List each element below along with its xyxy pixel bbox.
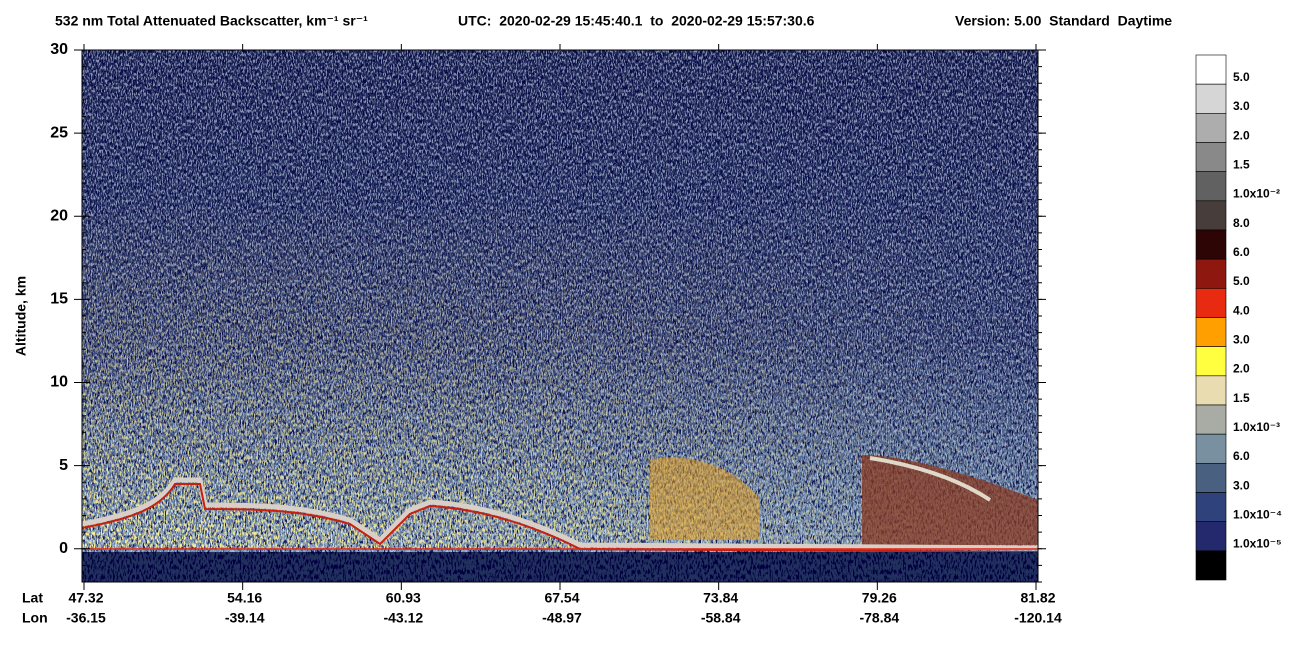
lon-tick-label: -36.15 [66,610,106,626]
colorbar-swatch [1195,375,1227,406]
colorbar-label: 5.0 [1233,70,1250,84]
colorbar-swatch [1195,54,1227,85]
lat-tick-label: 60.93 [386,590,421,606]
lat-label: Lat [22,590,43,606]
colorbar-label: 5.0 [1233,274,1250,288]
version: Version: 5.00 Standard Daytime [955,13,1172,29]
colorbar-label: 3.0 [1233,332,1250,346]
lon-label: Lon [22,610,48,626]
cloud-patch [862,455,1038,545]
colorbar-swatch [1195,83,1227,114]
lat-tick-label: 54.16 [227,590,262,606]
colorbar-swatch [1195,433,1227,464]
colorbar-swatch [1195,521,1227,552]
lat-tick-label: 47.32 [68,590,103,606]
colorbar-label: 1.0x10⁻² [1233,187,1280,201]
chart-title: 532 nm Total Attenuated Backscatter, km⁻… [55,13,368,29]
colorbar-label: 6.0 [1233,245,1250,259]
lat-tick-label: 67.54 [544,590,579,606]
colorbar-label: 1.5 [1233,157,1250,171]
cloud-top [869,456,992,502]
aerosol-layer [81,477,1039,551]
colorbar-swatch [1195,288,1227,318]
y-tick-label: 0 [59,540,68,557]
y-tick-label: 15 [50,291,68,308]
colorbar-label: 1.0x10⁻⁴ [1233,507,1282,521]
colorbar-swatch [1195,171,1227,202]
lon-tick-label: -120.14 [1014,610,1062,626]
colorbar-swatch [1195,229,1227,260]
lon-tick-label: -39.14 [225,610,265,626]
colorbar-swatch [1195,404,1227,435]
y-tick-label: 10 [50,374,68,391]
colorbar-label: 1.0x10⁻⁵ [1233,537,1282,551]
lon-tick-label: -78.84 [859,610,899,626]
lon-tick-label: -43.12 [383,610,423,626]
colorbar-swatch [1195,463,1227,493]
colorbar-label: 1.0x10⁻³ [1233,420,1280,434]
backscatter-image [81,49,1039,583]
colorbar-swatch [1195,317,1227,347]
colorbar-swatch [1195,346,1227,377]
lat-tick-label: 79.26 [862,590,897,606]
colorbar-swatch [1195,200,1227,231]
aerosol-base [81,483,1039,553]
y-tick-label: 5 [59,457,68,474]
colorbar-swatch [1195,142,1227,172]
y-tick-label: 25 [50,124,68,141]
colorbar-label: 3.0 [1233,478,1250,492]
aerosol-patch [650,457,760,540]
colorbar-label: 2.0 [1233,362,1250,376]
colorbar-label: 3.0 [1233,99,1250,113]
colorbar-swatch [1195,550,1227,581]
utc-range: UTC: 2020-02-29 15:45:40.1 to 2020-02-29… [458,13,815,29]
colorbar-swatch [1195,113,1227,143]
colorbar-swatch [1195,258,1227,289]
lat-tick-label: 81.82 [1020,590,1055,606]
lon-tick-label: -48.97 [542,610,582,626]
y-tick-label: 30 [50,41,68,58]
colorbar-label: 2.0 [1233,128,1250,142]
lat-tick-label: 73.84 [703,590,738,606]
colorbar-label: 1.5 [1233,391,1250,405]
y-tick-label: 20 [50,207,68,224]
lon-tick-label: -58.84 [701,610,741,626]
colorbar-label: 4.0 [1233,303,1250,317]
colorbar-label: 8.0 [1233,216,1250,230]
colorbar-swatch [1195,492,1227,522]
colorbar-label: 6.0 [1233,449,1250,463]
y-axis-label: Altitude, km [13,276,29,356]
subsurface-speckle [82,552,1038,582]
